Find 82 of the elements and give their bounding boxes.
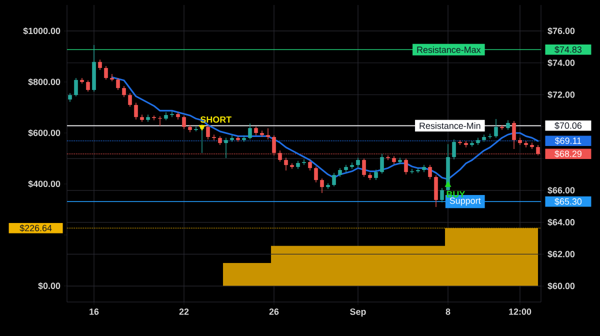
x-tick-label: 12:00 — [509, 308, 532, 315]
candlestick — [266, 128, 270, 140]
candlestick — [428, 164, 432, 180]
candlestick — [134, 102, 138, 120]
candlestick — [362, 158, 366, 178]
ref-line-label: $69.11 — [554, 137, 582, 144]
candlestick — [464, 140, 468, 148]
candlestick — [224, 137, 228, 158]
candlestick — [320, 178, 324, 194]
ref-line-label: Support — [450, 198, 481, 206]
ref-line-label: Resistance-Min — [420, 122, 480, 129]
candlestick — [398, 157, 402, 164]
candlestick — [380, 153, 384, 174]
candlestick — [86, 80, 90, 92]
candlestick — [230, 135, 234, 142]
y-tick-label: $600.00 — [28, 129, 60, 137]
x-tick-label: 26 — [269, 308, 279, 315]
candlestick — [332, 172, 336, 187]
candlestick — [104, 66, 108, 80]
x-tick-label: Sep — [350, 308, 366, 317]
candlestick — [152, 115, 156, 121]
y-tick-label: $400.00 — [28, 180, 60, 188]
candlestick — [488, 133, 492, 139]
candlestick — [326, 182, 330, 190]
candlestick — [314, 166, 318, 183]
candlestick — [140, 114, 144, 122]
candlestick — [116, 78, 120, 90]
y2-tick-label: $72.00 — [548, 91, 575, 98]
candlestick — [530, 142, 534, 150]
y2-tick-label: $76.00 — [548, 27, 575, 35]
candlestick — [212, 134, 216, 141]
candlestick — [434, 174, 438, 208]
ref-line-label: $68.29 — [554, 150, 582, 158]
x-tick-label: 16 — [90, 308, 99, 315]
candlestick — [284, 157, 288, 171]
candlestick — [110, 74, 114, 82]
candlestick — [146, 114, 150, 122]
candlestick — [458, 140, 462, 146]
candlestick — [524, 140, 528, 148]
y-tick-label: $800.00 — [28, 78, 60, 86]
candlestick — [494, 118, 498, 138]
y-tick-label: $1000.00 — [23, 27, 60, 35]
y2-tick-label: $64.00 — [548, 218, 575, 226]
candlestick — [242, 135, 246, 142]
candlestick — [308, 160, 312, 171]
x-tick-label: 22 — [179, 308, 189, 315]
candlestick — [206, 124, 210, 140]
ref-line-label: Resistance-Max — [417, 46, 481, 53]
candlestick — [194, 126, 198, 132]
candlestick — [128, 92, 132, 108]
candlestick — [506, 120, 510, 130]
candlestick — [170, 111, 174, 118]
candlestick — [350, 162, 354, 170]
y2-tick-label: $62.00 — [548, 250, 575, 258]
x-tick-label: 8 — [446, 308, 450, 315]
candlestick — [236, 136, 240, 142]
candlestick — [500, 124, 504, 130]
candlestick — [374, 169, 378, 180]
y2-tick-label: $60.00 — [548, 282, 575, 290]
candlestick — [302, 158, 306, 166]
candlestick — [440, 188, 444, 203]
candlestick — [386, 154, 390, 160]
candlestick — [512, 120, 516, 150]
text: $74.83 — [554, 46, 582, 54]
y2-tick-label: $66.00 — [548, 186, 575, 194]
y-tick-label: $0.00 — [38, 282, 60, 290]
y2-tick-label: $74.00 — [548, 59, 575, 67]
candlestick — [98, 59, 102, 70]
candlestick — [248, 123, 252, 140]
text: $65.30 — [554, 198, 582, 206]
candlestick — [260, 130, 264, 138]
series-label: SHORT — [200, 116, 232, 123]
candlestick — [356, 157, 360, 168]
text: $70.06 — [554, 122, 582, 130]
candlestick — [452, 139, 456, 160]
candlestick — [416, 168, 420, 174]
candlestick — [122, 86, 126, 98]
candlestick — [482, 134, 486, 142]
candlestick — [74, 78, 78, 97]
ref-line-label: $226.64 — [20, 224, 52, 232]
candlestick — [404, 158, 408, 175]
candlestick — [182, 115, 186, 130]
